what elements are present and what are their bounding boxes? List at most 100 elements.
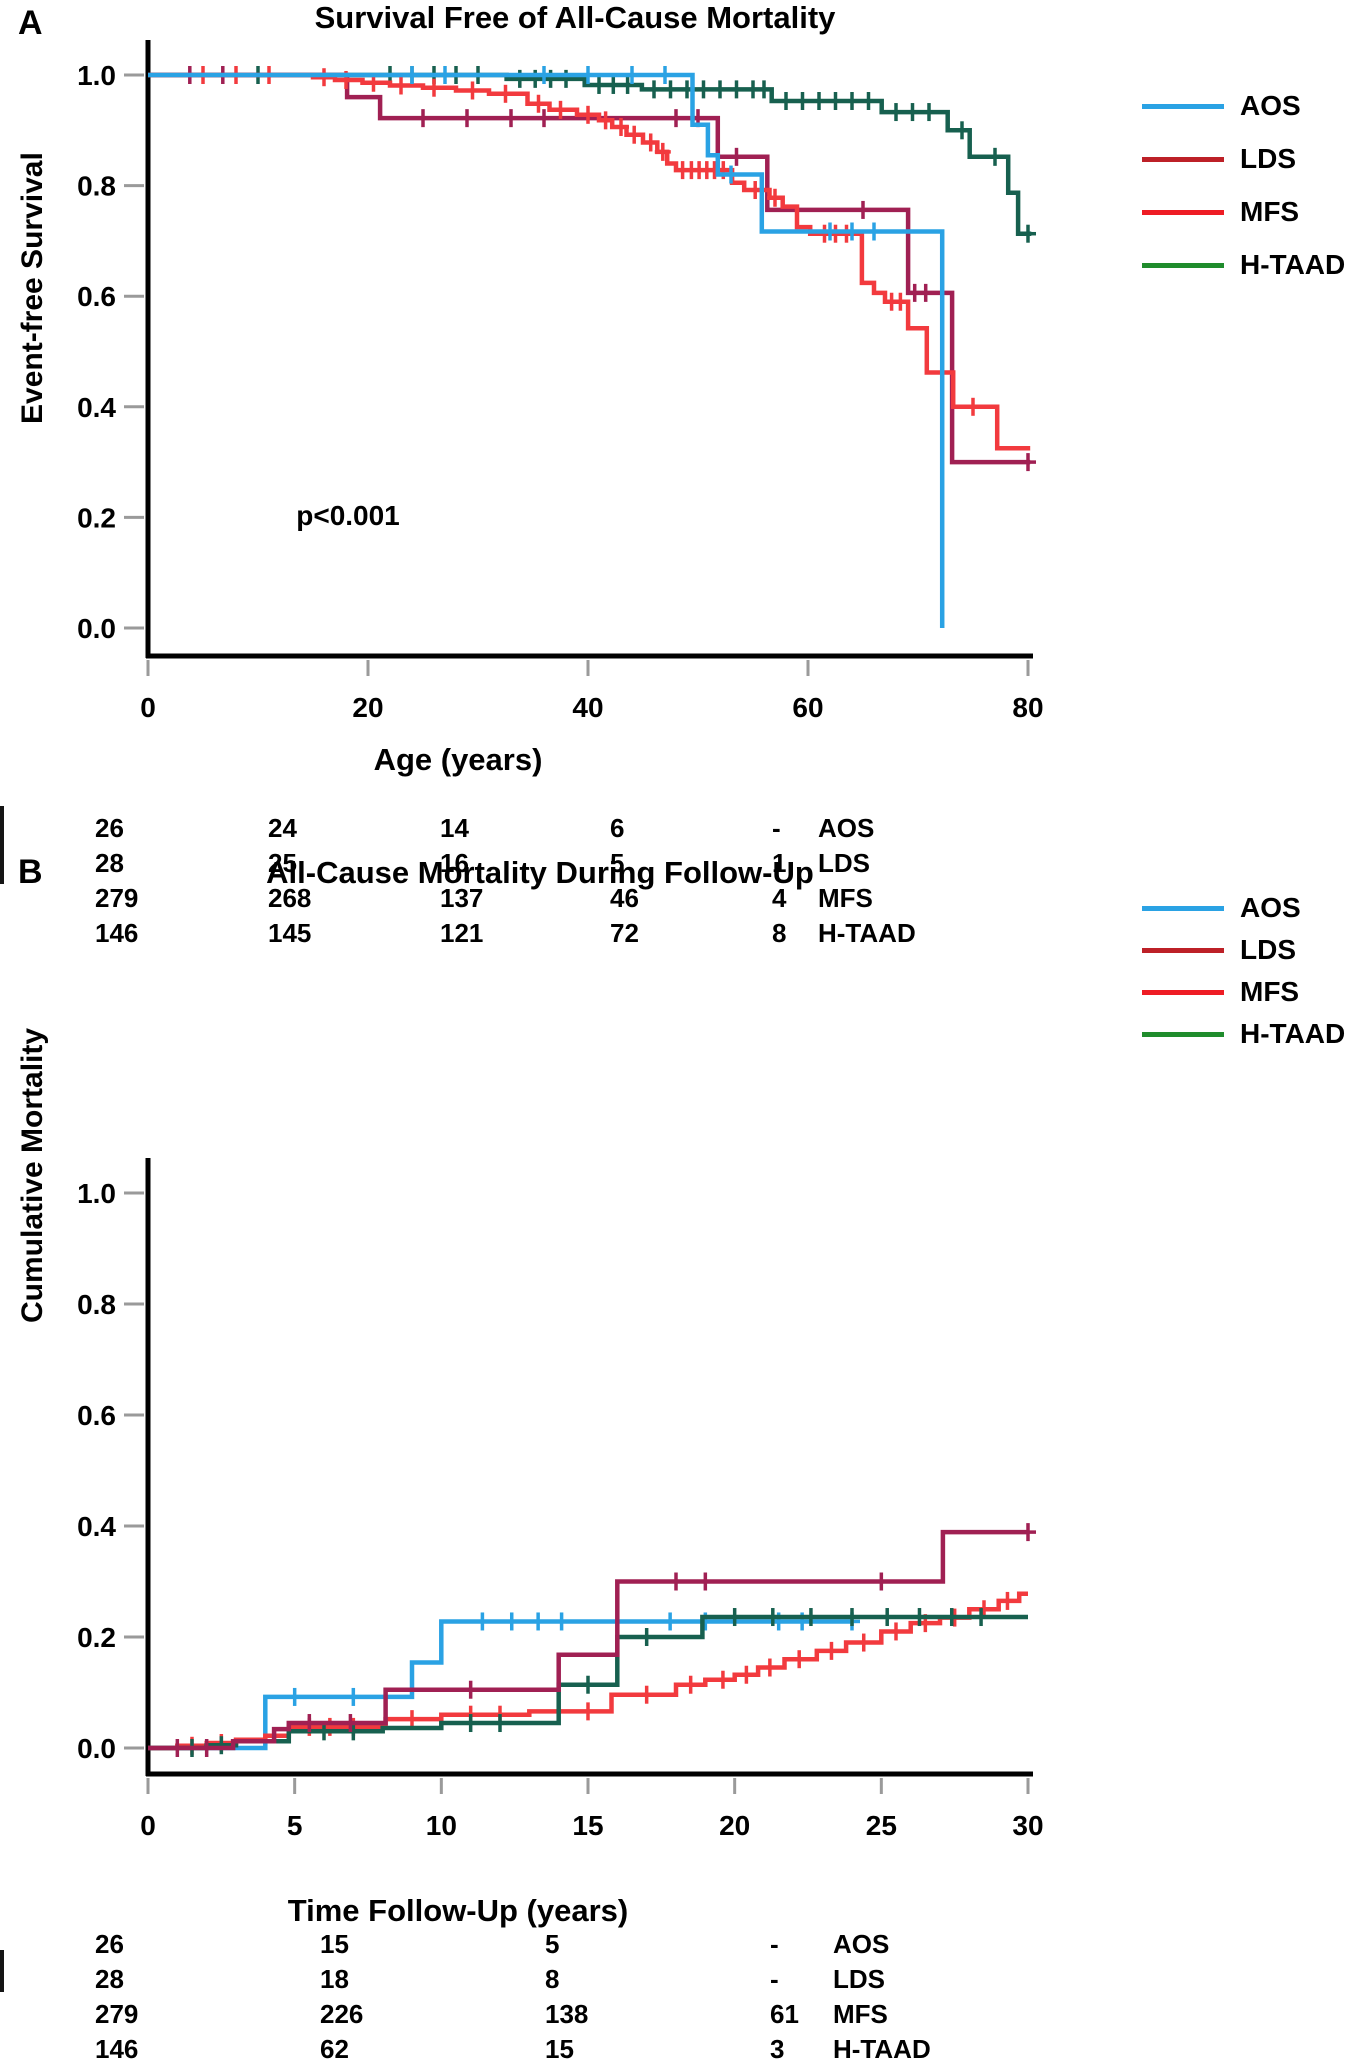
risk-count-H-TAAD: 146	[95, 918, 139, 948]
legend-item-lds: LDS	[1142, 934, 1345, 965]
risk-count-LDS: 8	[545, 1964, 560, 1994]
x-tick-label: 20	[352, 692, 383, 723]
risk-count-MFS: 4	[772, 883, 787, 913]
legend-item-mfs: MFS	[1142, 976, 1345, 1007]
curve-A-H-TAAD	[148, 72, 1032, 236]
panel-b-letter: B	[18, 853, 43, 891]
panel-b-y-axis-title: Cumulative Mortality	[16, 1027, 49, 1323]
curve-B-LDS	[148, 1529, 1028, 1751]
htaad-line-swatch	[1142, 1031, 1224, 1037]
risk-count-H-TAAD: 15	[545, 2034, 574, 2061]
y-tick-label: 0.6	[77, 281, 116, 312]
panel-a-x-axis-title: Age (years)	[373, 742, 543, 777]
y-tick-label: 0.0	[77, 613, 116, 644]
risk-count-AOS: 15	[320, 1929, 349, 1959]
legend-item-htaad: H-TAAD	[1142, 1018, 1346, 1049]
risk-count-MFS: 46	[610, 883, 639, 913]
risk-group-label: AOS	[833, 1929, 890, 1959]
y-tick-label: 0.8	[77, 1289, 116, 1320]
x-tick-label: 15	[572, 1810, 603, 1841]
curve-A-AOS	[148, 72, 945, 628]
y-tick-label: 0.4	[77, 1511, 116, 1542]
risk-group-label: LDS	[833, 1964, 885, 1994]
y-tick-label: 1.0	[77, 60, 116, 91]
x-tick-label: 40	[572, 692, 603, 723]
htaad-line-swatch	[1142, 262, 1224, 268]
x-tick-label: 0	[140, 692, 156, 723]
risk-count-AOS: 5	[545, 1929, 560, 1959]
risk-count-AOS: -	[772, 813, 781, 843]
y-tick-label: 0.6	[77, 1400, 116, 1431]
mfs-line-swatch	[1142, 989, 1224, 995]
lds-line-swatch	[1142, 947, 1224, 953]
y-tick-label: 0.0	[77, 1733, 116, 1764]
y-tick-label: 0.2	[77, 1622, 116, 1653]
legend-label-mfs: MFS	[1240, 976, 1300, 1007]
risk-count-MFS: 279	[95, 883, 139, 913]
panel-a-legend: AOS LDS MFS H-TAAD	[1142, 90, 1346, 304]
x-tick-label: 5	[287, 1810, 303, 1841]
panel-b-legend: AOS LDS MFS H-TAAD	[1142, 892, 1346, 1062]
x-tick-label: 25	[866, 1810, 897, 1841]
risk-group-label: LDS	[818, 848, 870, 878]
risk-count-H-TAAD: 145	[268, 918, 312, 948]
risk-count-AOS: 6	[610, 813, 625, 843]
risk-count-LDS: -	[770, 1964, 779, 1994]
curve-A-MFS	[148, 72, 1031, 451]
legend-label-htaad: H-TAAD	[1240, 1018, 1346, 1049]
figure-edge-mark	[0, 806, 4, 884]
risk-group-label: AOS	[818, 813, 875, 843]
y-tick-label: 0.2	[77, 502, 116, 533]
panel-b-title: All-Cause Mortality During Follow-Up	[266, 855, 814, 890]
risk-count-LDS: 18	[320, 1964, 349, 1994]
mfs-line-swatch	[1142, 209, 1224, 215]
panel-a-letter: A	[18, 4, 43, 42]
risk-count-LDS: 1	[772, 848, 787, 878]
risk-group-label: H-TAAD	[818, 918, 916, 948]
y-tick-label: 1.0	[77, 1178, 116, 1209]
x-tick-label: 0	[140, 1810, 156, 1841]
risk-count-AOS: 24	[268, 813, 297, 843]
risk-count-MFS: 226	[320, 1999, 364, 2029]
risk-count-LDS: 28	[95, 1964, 124, 1994]
risk-group-label: MFS	[818, 883, 873, 913]
risk-count-AOS: -	[770, 1929, 779, 1959]
risk-count-MFS: 137	[440, 883, 484, 913]
risk-group-label: H-TAAD	[833, 2034, 931, 2061]
legend-label-aos: AOS	[1240, 90, 1301, 121]
legend-label-lds: LDS	[1240, 934, 1296, 965]
risk-count-AOS: 26	[95, 813, 124, 843]
x-tick-label: 80	[1012, 692, 1043, 723]
risk-count-MFS: 61	[770, 1999, 799, 2029]
x-tick-label: 60	[792, 692, 823, 723]
x-tick-label: 10	[426, 1810, 457, 1841]
risk-count-H-TAAD: 3	[770, 2034, 785, 2061]
risk-count-LDS: 25	[268, 848, 297, 878]
risk-count-H-TAAD: 121	[440, 918, 484, 948]
risk-count-H-TAAD: 8	[772, 918, 787, 948]
risk-count-MFS: 268	[268, 883, 312, 913]
lds-line-swatch	[1142, 156, 1224, 162]
aos-line-swatch	[1142, 905, 1224, 911]
risk-count-MFS: 279	[95, 1999, 139, 2029]
risk-count-H-TAAD: 72	[610, 918, 639, 948]
legend-label-htaad: H-TAAD	[1240, 249, 1346, 280]
legend-label-aos: AOS	[1240, 892, 1301, 923]
legend-item-mfs: MFS	[1142, 196, 1345, 227]
legend-item-lds: LDS	[1142, 143, 1345, 174]
curve-A-LDS	[148, 72, 1031, 465]
legend-item-htaad: H-TAAD	[1142, 249, 1346, 280]
legend-label-mfs: MFS	[1240, 196, 1300, 227]
panel-a-title: Survival Free of All-Cause Mortality	[314, 0, 836, 35]
y-tick-label: 0.4	[77, 392, 116, 423]
risk-count-LDS: 16	[440, 848, 469, 878]
risk-count-H-TAAD: 146	[95, 2034, 139, 2061]
risk-count-AOS: 26	[95, 1929, 124, 1959]
risk-count-LDS: 5	[610, 848, 625, 878]
x-tick-label: 30	[1012, 1810, 1043, 1841]
y-tick-label: 0.8	[77, 171, 116, 202]
figure-edge-mark	[0, 1950, 4, 1992]
aos-line-swatch	[1142, 103, 1224, 109]
